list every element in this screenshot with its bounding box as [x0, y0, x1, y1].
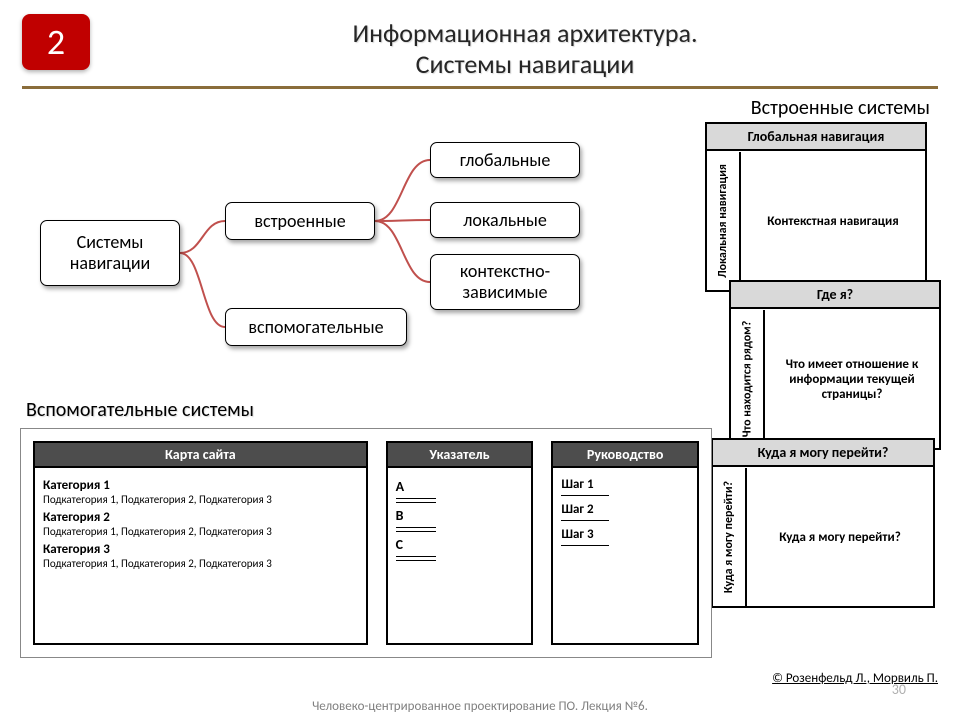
tree-node-local: локальные	[430, 202, 580, 238]
credit-text: © Розенфельд Л., Морвиль П.	[772, 671, 938, 686]
panel-header: Глобальная навигация	[707, 124, 925, 151]
builtin-panel-1: Где я? Что находится рядом? Что имеет от…	[729, 280, 941, 450]
sitemap-category: Категория 3	[43, 542, 358, 557]
index-letter: В	[396, 507, 524, 524]
guide-step: Шаг 2	[561, 502, 689, 517]
tree-node-global: глобальные	[430, 142, 580, 178]
sitemap-subcategories: Подкатегория 1, Подкатегория 2, Подкатег…	[43, 557, 358, 570]
panel-header: Где я?	[731, 282, 939, 309]
index-letter: С	[396, 536, 524, 553]
aux-index-header: Указатель	[388, 443, 532, 468]
title-line-2: Системы навигации	[120, 49, 930, 80]
index-underline	[396, 559, 436, 561]
panel-side: Куда я могу перейти?	[713, 468, 747, 606]
tree-node-ctx: контекстно- зависимые	[430, 254, 580, 310]
tree-node-built: встроенные	[225, 202, 375, 240]
builtin-panel-0: Глобальная навигация Локальная навигация…	[705, 122, 927, 292]
tree-node-aux: вспомогательные	[225, 308, 407, 346]
builtin-systems-label: Встроенные системы	[751, 96, 930, 120]
index-underline	[396, 501, 436, 503]
panel-side: Что находится рядом?	[731, 310, 765, 448]
index-underline	[396, 526, 436, 528]
sitemap-subcategories: Подкатегория 1, Подкатегория 2, Подкатег…	[43, 493, 358, 506]
slide-number-badge: 2	[22, 14, 90, 70]
index-underline	[396, 497, 436, 499]
navigation-tree: Системы навигации встроенные вспомогательн…	[10, 130, 690, 390]
panel-header: Куда я могу перейти?	[713, 440, 933, 467]
builtin-systems-panels: Глобальная навигация Локальная навигация…	[705, 122, 940, 652]
guide-underline	[561, 494, 609, 496]
aux-sitemap: Карта сайта Категория 1 Подкатегория 1, …	[33, 441, 368, 645]
sitemap-category: Категория 1	[43, 478, 358, 493]
title-line-1: Информационная архитектура.	[120, 18, 930, 49]
guide-step: Шаг 1	[561, 477, 689, 492]
index-underline	[396, 555, 436, 557]
footer-text: Человеко-центрированное проектирование П…	[0, 699, 960, 714]
sitemap-subcategories: Подкатегория 1, Подкатегория 2, Подкатег…	[43, 525, 358, 538]
aux-guide: Руководство Шаг 1 Шаг 2 Шаг 3	[551, 441, 699, 645]
title-underline	[22, 86, 938, 89]
panel-main: Контекстная навигация	[741, 152, 925, 290]
auxiliary-systems-panel: Карта сайта Категория 1 Подкатегория 1, …	[20, 428, 712, 658]
guide-underline	[561, 544, 609, 546]
index-letter: А	[396, 478, 524, 495]
page-number: 30	[892, 681, 906, 698]
panel-main: Куда я могу перейти?	[747, 468, 933, 606]
builtin-panel-2: Куда я могу перейти? Куда я могу перейти…	[711, 438, 935, 608]
guide-underline	[561, 519, 609, 521]
aux-guide-header: Руководство	[553, 443, 697, 468]
index-underline	[396, 530, 436, 532]
tree-node-root: Системы навигации	[40, 220, 180, 286]
aux-index: Указатель А В С	[386, 441, 534, 645]
aux-sitemap-header: Карта сайта	[35, 443, 366, 468]
panel-main: Что имеет отношение к информации текущей…	[765, 310, 939, 448]
sitemap-category: Категория 2	[43, 510, 358, 525]
slide-title: Информационная архитектура. Системы нави…	[120, 18, 930, 80]
panel-side: Локальная навигация	[707, 152, 741, 290]
auxiliary-systems-label: Вспомогательные системы	[26, 398, 254, 422]
guide-step: Шаг 3	[561, 527, 689, 542]
